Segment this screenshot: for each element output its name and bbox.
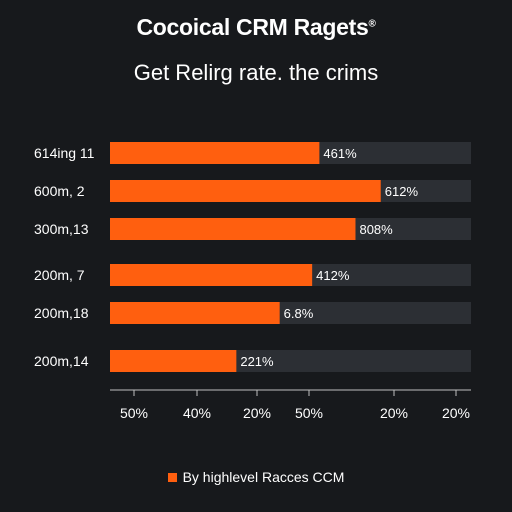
bar xyxy=(110,350,237,372)
legend: By highlevel Racces CCM xyxy=(0,469,512,485)
registered-mark: ® xyxy=(368,18,376,30)
bar xyxy=(110,142,320,164)
bar-chart: 614ing 11 600m, 2 300m,13 200m, 7 200m,18 200… xyxy=(34,142,471,421)
value-label: 6.8% xyxy=(284,306,314,321)
x-axis: 50% 40% 20% 50% 20% 20% xyxy=(110,389,471,421)
category-label: 200m, 7 xyxy=(34,267,85,283)
x-tick-label: 40% xyxy=(183,405,211,421)
bar xyxy=(110,218,356,240)
x-tick-label: 50% xyxy=(295,405,323,421)
value-label: 461% xyxy=(323,146,357,161)
x-tick-label: 20% xyxy=(380,405,408,421)
x-tick-label: 20% xyxy=(442,405,470,421)
bar-tracks xyxy=(110,142,471,372)
legend-swatch xyxy=(167,472,177,482)
value-label: 612% xyxy=(385,184,419,199)
category-label: 200m,18 xyxy=(34,305,89,321)
bars xyxy=(110,142,381,372)
category-label: 600m, 2 xyxy=(34,183,85,199)
value-label: 412% xyxy=(316,268,350,283)
chart-subtitle: Get Relirg rate. the crims xyxy=(133,60,379,85)
category-label: 300m,13 xyxy=(34,221,89,237)
bar xyxy=(110,302,280,324)
value-labels: 461% 612% 808% 412% 6.8% 221% xyxy=(240,146,418,369)
chart-title-text: Cocoical CRM Ragets xyxy=(136,14,369,40)
value-label: 221% xyxy=(240,354,274,369)
category-label: 614ing 11 xyxy=(34,145,95,161)
legend-label: By highlevel Racces CCM xyxy=(182,469,345,485)
chart-title: Cocoical CRM Ragets® xyxy=(0,14,512,41)
category-labels: 614ing 11 600m, 2 300m,13 200m, 7 200m,18 200… xyxy=(34,145,95,369)
bar xyxy=(110,180,381,202)
category-label: 200m,14 xyxy=(34,353,89,369)
value-label: 808% xyxy=(359,222,393,237)
x-tick-label: 50% xyxy=(120,405,148,421)
x-tick-label: 20% xyxy=(243,405,271,421)
bar xyxy=(110,264,313,286)
